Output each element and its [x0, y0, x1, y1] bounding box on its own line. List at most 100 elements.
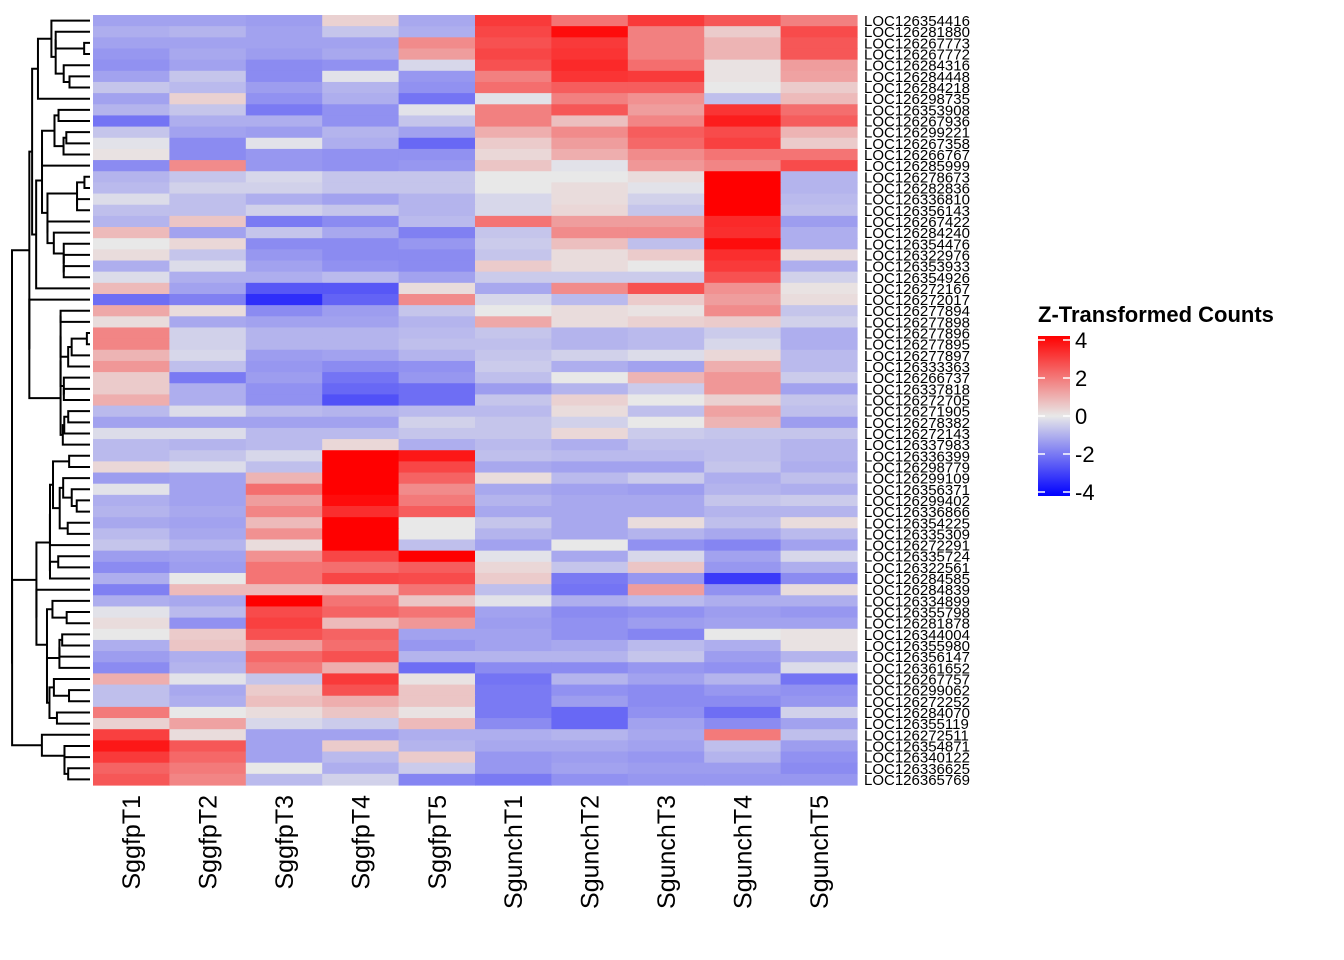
- heatmap-cell: [475, 506, 552, 518]
- row-label: LOC126335309: [864, 526, 970, 543]
- heatmap-cell: [627, 628, 705, 641]
- heatmap-cell: [398, 160, 476, 172]
- heatmap-cell: [627, 238, 705, 250]
- column-label: SgunchT3: [653, 795, 681, 909]
- heatmap-cell: [245, 773, 323, 786]
- column-label: SggfpT1: [118, 795, 146, 890]
- heatmap-cell: [245, 81, 323, 94]
- heatmap-cell: [169, 338, 247, 351]
- row-label: LOC126336625: [864, 761, 970, 778]
- heatmap-cell: [398, 595, 476, 608]
- heatmap-cell: [245, 483, 323, 496]
- heatmap-cell: [245, 160, 323, 172]
- heatmap-cell: [780, 271, 858, 284]
- heatmap-cell: [93, 450, 170, 462]
- heatmap-cell: [322, 561, 400, 574]
- row-label: LOC126353908: [864, 102, 970, 119]
- heatmap-cell: [475, 517, 552, 529]
- heatmap-cell: [475, 104, 552, 117]
- dendrogram-branch: [67, 410, 90, 424]
- heatmap-cell: [627, 70, 705, 83]
- heatmap-cell: [169, 740, 247, 753]
- heatmap-cell: [398, 271, 476, 284]
- heatmap-cell: [322, 305, 400, 317]
- legend-tick-label: -2: [1075, 442, 1095, 467]
- heatmap-cell: [780, 450, 858, 462]
- heatmap-cell: [780, 584, 858, 596]
- row-dendrogram: [11, 19, 90, 781]
- heatmap-cell: [398, 93, 476, 105]
- heatmap-cell: [780, 15, 858, 27]
- heatmap-cell: [780, 740, 858, 753]
- row-label: LOC126267358: [864, 136, 970, 153]
- dendrogram-branch: [66, 521, 90, 535]
- heatmap-cell: [93, 70, 170, 83]
- heatmap-cell: [475, 171, 552, 183]
- heatmap-cell: [475, 751, 552, 764]
- heatmap-cell: [780, 662, 858, 675]
- heatmap-cell: [93, 572, 170, 585]
- heatmap-cell: [780, 684, 858, 697]
- heatmap-cell: [551, 405, 629, 418]
- heatmap-cell: [780, 93, 858, 105]
- heatmap-cell: [245, 70, 323, 83]
- heatmap-cell: [93, 528, 170, 541]
- heatmap-cell: [627, 182, 705, 195]
- heatmap-cell: [627, 450, 705, 462]
- heatmap-cell: [245, 215, 323, 228]
- heatmap-cell: [245, 126, 323, 139]
- heatmap-cell: [551, 293, 629, 306]
- heatmap-cell: [322, 773, 400, 786]
- heatmap-cell: [551, 271, 629, 284]
- heatmap-cell: [704, 81, 782, 94]
- row-label: LOC126333363: [864, 359, 970, 376]
- row-label: LOC126355119: [864, 716, 969, 733]
- heatmap-cell: [627, 740, 705, 753]
- heatmap-cell: [322, 260, 400, 273]
- heatmap-cell: [475, 305, 552, 317]
- heatmap-cell: [322, 193, 400, 206]
- row-label: LOC126336866: [864, 504, 970, 521]
- heatmap-cell: [627, 372, 705, 384]
- heatmap-cell: [245, 148, 323, 161]
- heatmap-cell: [245, 584, 323, 596]
- heatmap-cell: [780, 617, 858, 630]
- heatmap-cell: [322, 48, 400, 61]
- heatmap-cell: [245, 271, 323, 284]
- heatmap-cell: [398, 706, 476, 719]
- heatmap-cell: [704, 148, 782, 161]
- heatmap-cell: [475, 539, 552, 552]
- heatmap-cell: [551, 148, 629, 161]
- heatmap-cell: [398, 104, 476, 117]
- heatmap-cell: [322, 26, 400, 38]
- heatmap-cell: [551, 528, 629, 541]
- heatmap-cell: [475, 606, 552, 619]
- heatmap-cell: [475, 115, 552, 128]
- heatmap-cell: [627, 528, 705, 541]
- heatmap-cell: [704, 494, 782, 507]
- heatmap-cell: [780, 238, 858, 250]
- heatmap-cell: [704, 506, 782, 518]
- dendrogram-branch: [70, 337, 90, 357]
- heatmap-cell: [245, 472, 323, 485]
- heatmap-cell: [551, 249, 629, 262]
- heatmap-cell: [322, 405, 400, 418]
- heatmap-cell: [398, 606, 476, 619]
- heatmap-cell: [475, 93, 552, 105]
- heatmap-cell: [169, 182, 247, 195]
- heatmap-cell: [322, 282, 400, 295]
- heatmap-cell: [398, 26, 476, 38]
- heatmap-cell: [169, 528, 247, 541]
- heatmap-cell: [245, 762, 323, 775]
- row-label: LOC126354416: [864, 13, 970, 30]
- heatmap-cell: [704, 439, 782, 451]
- heatmap-cell: [780, 305, 858, 317]
- heatmap-cell: [398, 238, 476, 250]
- dendrogram-branch: [76, 198, 90, 212]
- heatmap-cell: [169, 293, 247, 306]
- heatmap-cell: [245, 517, 323, 529]
- heatmap-cell: [169, 15, 247, 27]
- row-label: LOC126284585: [864, 571, 970, 588]
- dendrogram-branch: [67, 345, 90, 368]
- heatmap-cell: [398, 561, 476, 574]
